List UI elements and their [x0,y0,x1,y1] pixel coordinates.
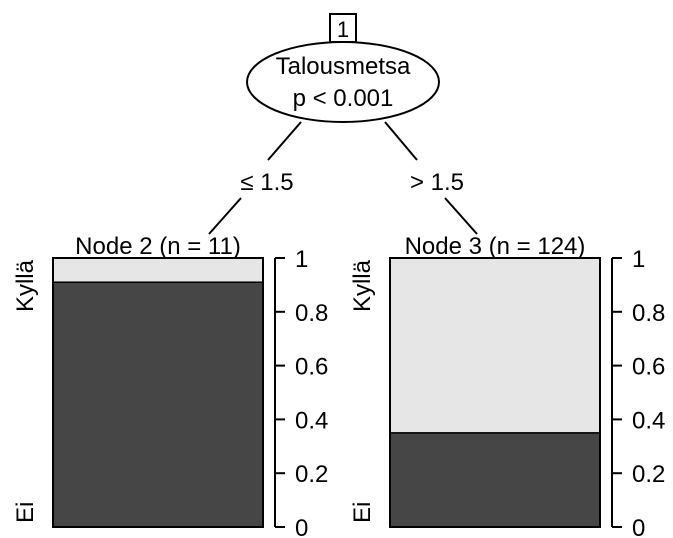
node-2-tick-label: 0 [295,515,308,538]
node-3-tick-label: 0.6 [632,354,665,381]
node-3-category-label: Ei [349,502,376,523]
left-edge-lower [208,197,242,235]
node-3-segment-ei [389,432,601,528]
node-3-tick-label: 0.8 [632,300,665,327]
node-3-title: Node 3 (n = 124) [405,233,586,260]
node-2-tick-label: 0.8 [295,300,328,327]
node-2-category-label: Ei [12,502,39,523]
node-3-frame [389,257,601,528]
root-node-id: 1 [337,17,349,42]
node-2-tick-label: 0.6 [295,354,328,381]
node-3-tick-label: 0 [632,515,645,538]
root-node-ellipse [246,41,440,123]
node-3-segment-kyll [389,257,601,434]
root-node-variable: Talousmetsa [276,53,411,80]
node-2-panel: Node 2 (n = 11) Ei Kyllä 0 0.2 0.4 0.6 0.8 1 [12,233,328,538]
right-edge-upper [384,121,418,161]
node-2-tick-label: 0.2 [295,461,328,488]
node-3-panel: Node 3 (n = 124) Ei Kyllä 0 0.2 0.4 0.6 0.8 1 [349,233,665,538]
node-3-category-label: Kyllä [349,259,376,312]
node-3-tick-label: 1 [632,246,645,273]
node-2-category-label: Kyllä [12,259,39,312]
node-2-frame [52,257,264,528]
node-2-tick-label: 1 [295,246,308,273]
right-edge-label: > 1.5 [410,169,464,196]
node-2-title: Node 2 (n = 11) [75,233,241,260]
node-2-segment-ei [52,281,264,528]
node-2-segment-kyll [52,257,264,283]
right-edge-lower [444,197,478,235]
root-node-pvalue: p < 0.001 [293,85,394,112]
node-3-tick-label: 0.2 [632,461,665,488]
left-edge-label: ≤ 1.5 [240,169,293,196]
node-2-tick-label: 0.4 [295,407,328,434]
left-edge-upper [267,121,302,161]
node-3-tick-label: 0.4 [632,407,665,434]
